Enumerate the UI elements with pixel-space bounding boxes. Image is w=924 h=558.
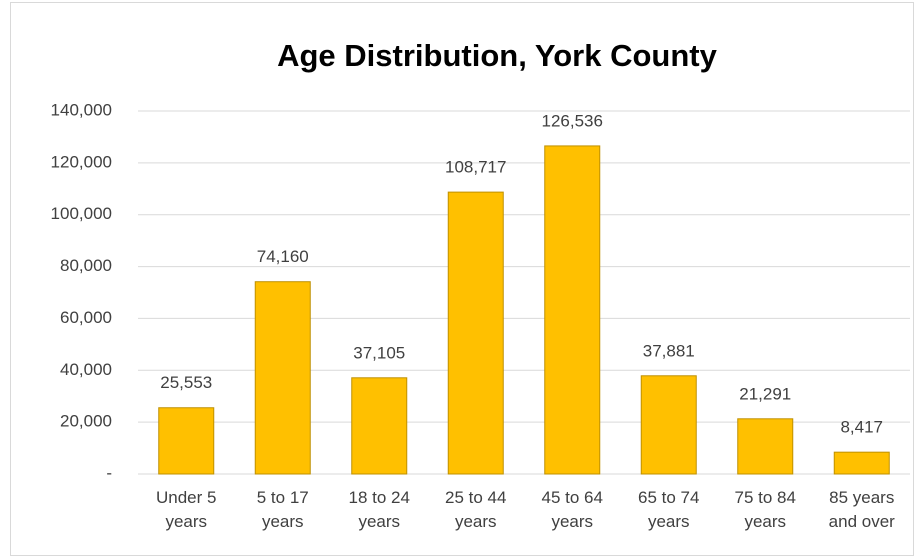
x-tick-label: 75 to 84 years <box>734 488 796 531</box>
data-label: 21,291 <box>739 384 791 403</box>
x-tick-label: 45 to 64 years <box>541 488 603 531</box>
bar <box>833 451 890 475</box>
chart-title: Age Distribution, York County <box>277 38 718 73</box>
y-tick-label: - <box>106 463 112 482</box>
y-tick-label: 20,000 <box>60 412 112 431</box>
x-tick-label: 85 years and over <box>828 488 895 531</box>
bar <box>447 191 504 475</box>
data-label: 25,553 <box>160 373 212 392</box>
data-label: 108,717 <box>445 158 506 177</box>
x-tick-label: Under 5 years <box>156 488 217 531</box>
bar <box>737 418 794 475</box>
y-tick-label: 60,000 <box>60 308 112 327</box>
data-label: 37,105 <box>353 343 405 362</box>
y-tick-label: 120,000 <box>51 152 112 171</box>
data-label: 37,881 <box>643 341 695 360</box>
y-tick-label: 140,000 <box>51 100 112 119</box>
data-label: 126,536 <box>542 111 603 130</box>
x-tick-label: 25 to 44 years <box>445 488 507 531</box>
bar <box>158 407 215 475</box>
bar <box>351 377 408 475</box>
x-tick-label: 18 to 24 years <box>348 488 410 531</box>
bar <box>640 375 697 475</box>
y-tick-label: 40,000 <box>60 360 112 379</box>
bar <box>544 145 601 475</box>
data-label: 74,160 <box>257 247 309 266</box>
y-tick-label: 100,000 <box>51 204 112 223</box>
bar <box>254 281 311 475</box>
x-tick-label: 5 to 17 years <box>256 488 309 531</box>
data-label: 8,417 <box>840 418 883 437</box>
y-tick-label: 80,000 <box>60 256 112 275</box>
x-tick-label: 65 to 74 years <box>638 488 700 531</box>
